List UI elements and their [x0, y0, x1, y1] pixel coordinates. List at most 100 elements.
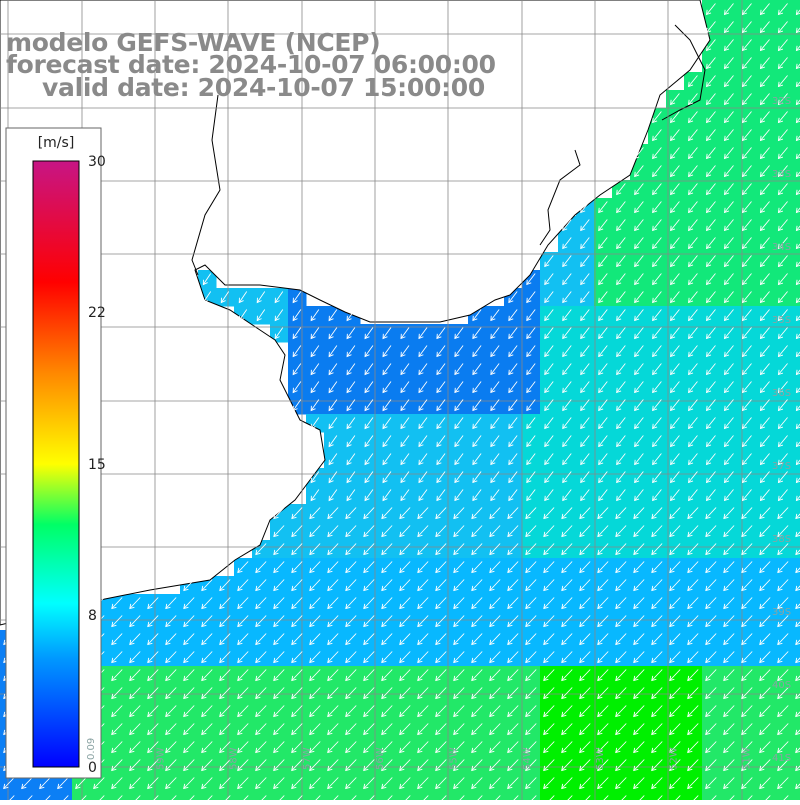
wind-arrow — [291, 561, 303, 574]
wind-arrow — [237, 561, 249, 574]
wind-arrow — [723, 435, 734, 448]
wind-arrow — [741, 651, 753, 664]
wind-arrow — [795, 333, 800, 340]
wind-arrow — [183, 633, 195, 646]
wind-arrow — [418, 489, 428, 502]
wind-arrow — [759, 759, 771, 772]
wind-arrow — [706, 255, 716, 268]
wind-arrow — [237, 759, 249, 772]
wind-arrow — [21, 777, 33, 790]
wind-arrow — [436, 327, 446, 340]
wind-arrow — [705, 525, 717, 538]
wind-arrow — [273, 633, 285, 646]
wind-arrow — [381, 633, 393, 646]
wind-arrow — [795, 315, 800, 322]
wind-arrow — [741, 201, 752, 214]
wind-arrow — [543, 759, 555, 772]
wind-arrow — [670, 417, 680, 430]
wind-arrow — [381, 525, 393, 538]
wind-arrow — [651, 777, 663, 790]
wind-arrow — [634, 273, 644, 286]
wind-arrow — [129, 759, 141, 772]
wind-arrow — [723, 417, 734, 430]
wind-arrow — [795, 693, 800, 700]
wind-arrow — [273, 597, 285, 610]
wind-arrow — [490, 399, 500, 412]
wind-speed-cell — [594, 792, 613, 805]
wind-arrow — [526, 327, 536, 340]
wind-arrow — [435, 615, 447, 628]
wind-arrow — [580, 471, 590, 484]
wind-speed-cell — [792, 612, 800, 631]
wind-arrow — [615, 525, 627, 538]
wind-arrow — [381, 561, 393, 574]
wind-arrow — [292, 345, 302, 358]
wind-arrow — [292, 381, 302, 394]
wind-arrow — [346, 453, 356, 466]
wind-arrow — [436, 435, 446, 448]
wind-arrow — [741, 219, 752, 232]
wind-arrow — [670, 219, 680, 232]
wind-arrow — [759, 579, 771, 592]
wind-arrow — [400, 471, 410, 484]
wind-arrow — [201, 759, 213, 772]
wind-arrow — [165, 597, 177, 610]
wind-arrow — [687, 507, 699, 520]
wind-arrow — [418, 345, 428, 358]
wind-arrow — [435, 579, 447, 592]
wind-speed-cell — [792, 324, 800, 343]
wind-arrow — [651, 687, 663, 700]
wind-arrow — [345, 687, 357, 700]
wind-arrow — [759, 345, 770, 358]
wind-arrow — [634, 291, 644, 304]
wind-arrow — [508, 309, 518, 322]
wind-arrow — [777, 597, 789, 610]
wind-arrow — [490, 363, 500, 376]
wind-arrow — [544, 471, 554, 484]
wind-arrow — [669, 741, 681, 754]
wind-speed-cell — [792, 594, 800, 613]
wind-arrow — [741, 21, 752, 34]
lon-label: 57W — [302, 747, 313, 770]
lat-label: 38S — [772, 534, 791, 545]
wind-arrow — [453, 741, 465, 754]
wind-arrow — [759, 561, 771, 574]
wind-arrow — [777, 57, 788, 70]
wind-arrow — [436, 471, 446, 484]
wind-arrow — [741, 165, 752, 178]
wind-arrow — [759, 435, 770, 448]
wind-arrow — [507, 561, 519, 574]
wind-arrow — [688, 399, 698, 412]
wind-arrow — [382, 417, 392, 430]
wind-arrow — [201, 777, 213, 790]
wind-arrow — [273, 687, 285, 700]
wind-arrow — [562, 291, 572, 304]
wind-arrow — [741, 363, 752, 376]
wind-arrow — [759, 525, 771, 538]
wind-arrow — [759, 417, 770, 430]
wind-arrow — [453, 633, 465, 646]
wind-arrow — [490, 345, 500, 358]
wind-arrow — [562, 237, 572, 250]
wind-speed-cell — [792, 126, 800, 145]
wind-arrow — [219, 579, 231, 592]
wind-arrow — [723, 309, 734, 322]
wind-arrow — [633, 777, 645, 790]
wind-arrow — [111, 741, 123, 754]
wind-arrow — [382, 435, 392, 448]
wind-arrow — [777, 345, 788, 358]
wind-arrow — [795, 711, 800, 718]
wind-arrow — [669, 687, 681, 700]
wind-arrow — [201, 615, 213, 628]
wind-speed-cell — [792, 378, 800, 397]
wind-arrow — [183, 669, 195, 682]
wind-arrow — [327, 543, 339, 556]
wind-arrow — [382, 453, 392, 466]
wind-arrow — [129, 651, 141, 664]
wind-arrow — [705, 687, 717, 700]
wind-arrow — [580, 273, 590, 286]
wind-arrow — [777, 435, 788, 448]
wind-arrow — [795, 27, 800, 34]
wind-arrow — [633, 723, 645, 736]
wind-arrow — [399, 777, 411, 790]
